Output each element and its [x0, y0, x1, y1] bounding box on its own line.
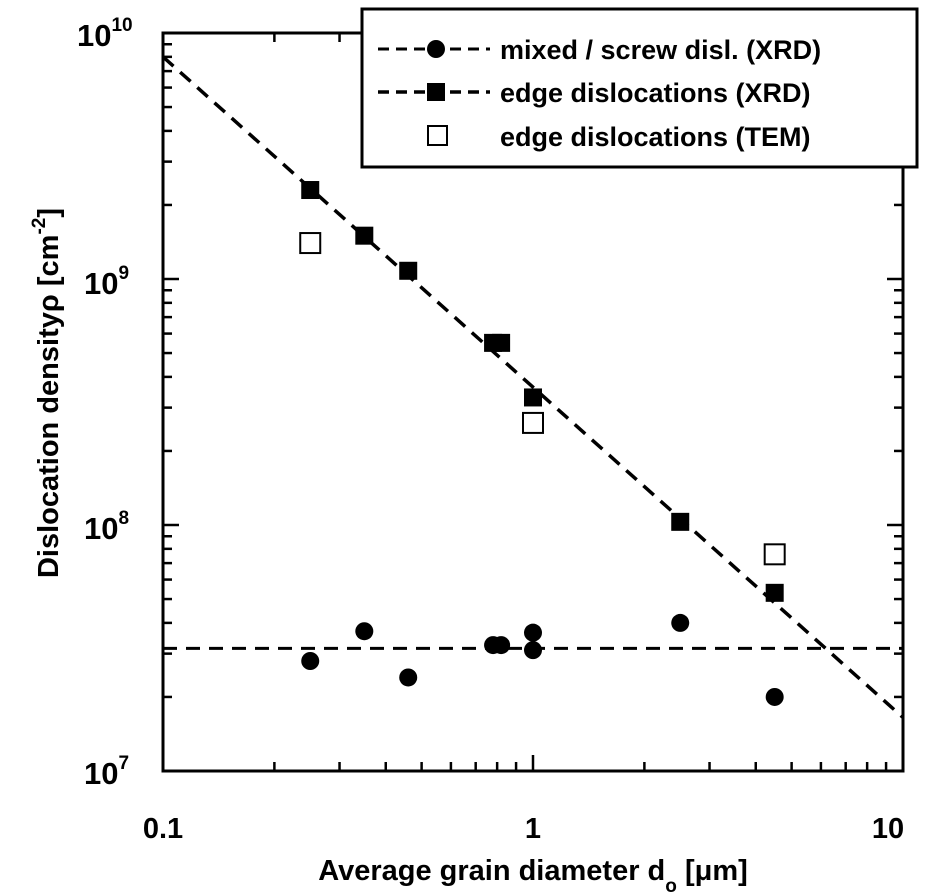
x-tick-label: 1	[525, 813, 541, 845]
edge-xrd-data-point	[399, 261, 418, 280]
edge-tem-data-point	[522, 411, 544, 434]
legend-label-screw: mixed / screw disl. (XRD)	[500, 35, 821, 65]
screw-data-point	[524, 623, 542, 642]
y-tick-label: 109	[84, 263, 129, 301]
edge-xrd-data-point	[301, 181, 320, 200]
edge-tem-data-point	[299, 232, 322, 255]
legend-filled-square-icon	[427, 83, 445, 101]
legend-open-square-icon	[427, 125, 448, 146]
legend: mixed / screw disl. (XRD) edge dislocati…	[360, 7, 919, 169]
x-tick-label: 0.1	[143, 813, 183, 845]
data-markers	[299, 181, 786, 706]
screw-data-point	[765, 687, 784, 706]
edge-xrd-data-point	[492, 333, 511, 352]
legend-box	[360, 7, 919, 169]
legend-label-edge-xrd: edge dislocations (XRD)	[500, 78, 811, 108]
y-tick-label: 108	[84, 508, 129, 546]
x-tick-label: 10	[872, 813, 904, 845]
screw-data-point	[524, 641, 542, 660]
y-tick-label: 1010	[77, 15, 133, 53]
screw-data-point	[492, 636, 511, 655]
edge-tem-data-point	[763, 543, 786, 566]
y-tick-label: 107	[84, 753, 129, 791]
screw-data-point	[301, 651, 320, 670]
screw-data-point	[671, 613, 690, 632]
edge-fit-line	[163, 55, 903, 719]
y-tick-labels: 107 108 109 1010	[77, 15, 133, 791]
x-tick-labels: 0.1 1 10	[143, 813, 904, 845]
legend-circle-icon	[427, 40, 445, 58]
screw-data-point	[355, 622, 374, 641]
x-axis-label: Average grain diameter do [μm]	[318, 855, 748, 896]
screw-data-point	[399, 668, 418, 687]
edge-xrd-data-point	[524, 388, 542, 407]
edge-xrd-data-point	[355, 226, 374, 245]
edge-xrd-data-point	[765, 583, 784, 602]
edge-xrd-data-point	[671, 512, 690, 531]
legend-label-edge-tem: edge dislocations (TEM)	[500, 122, 811, 152]
y-axis-label: Dislocation densityρ [cm-2]	[29, 208, 65, 578]
